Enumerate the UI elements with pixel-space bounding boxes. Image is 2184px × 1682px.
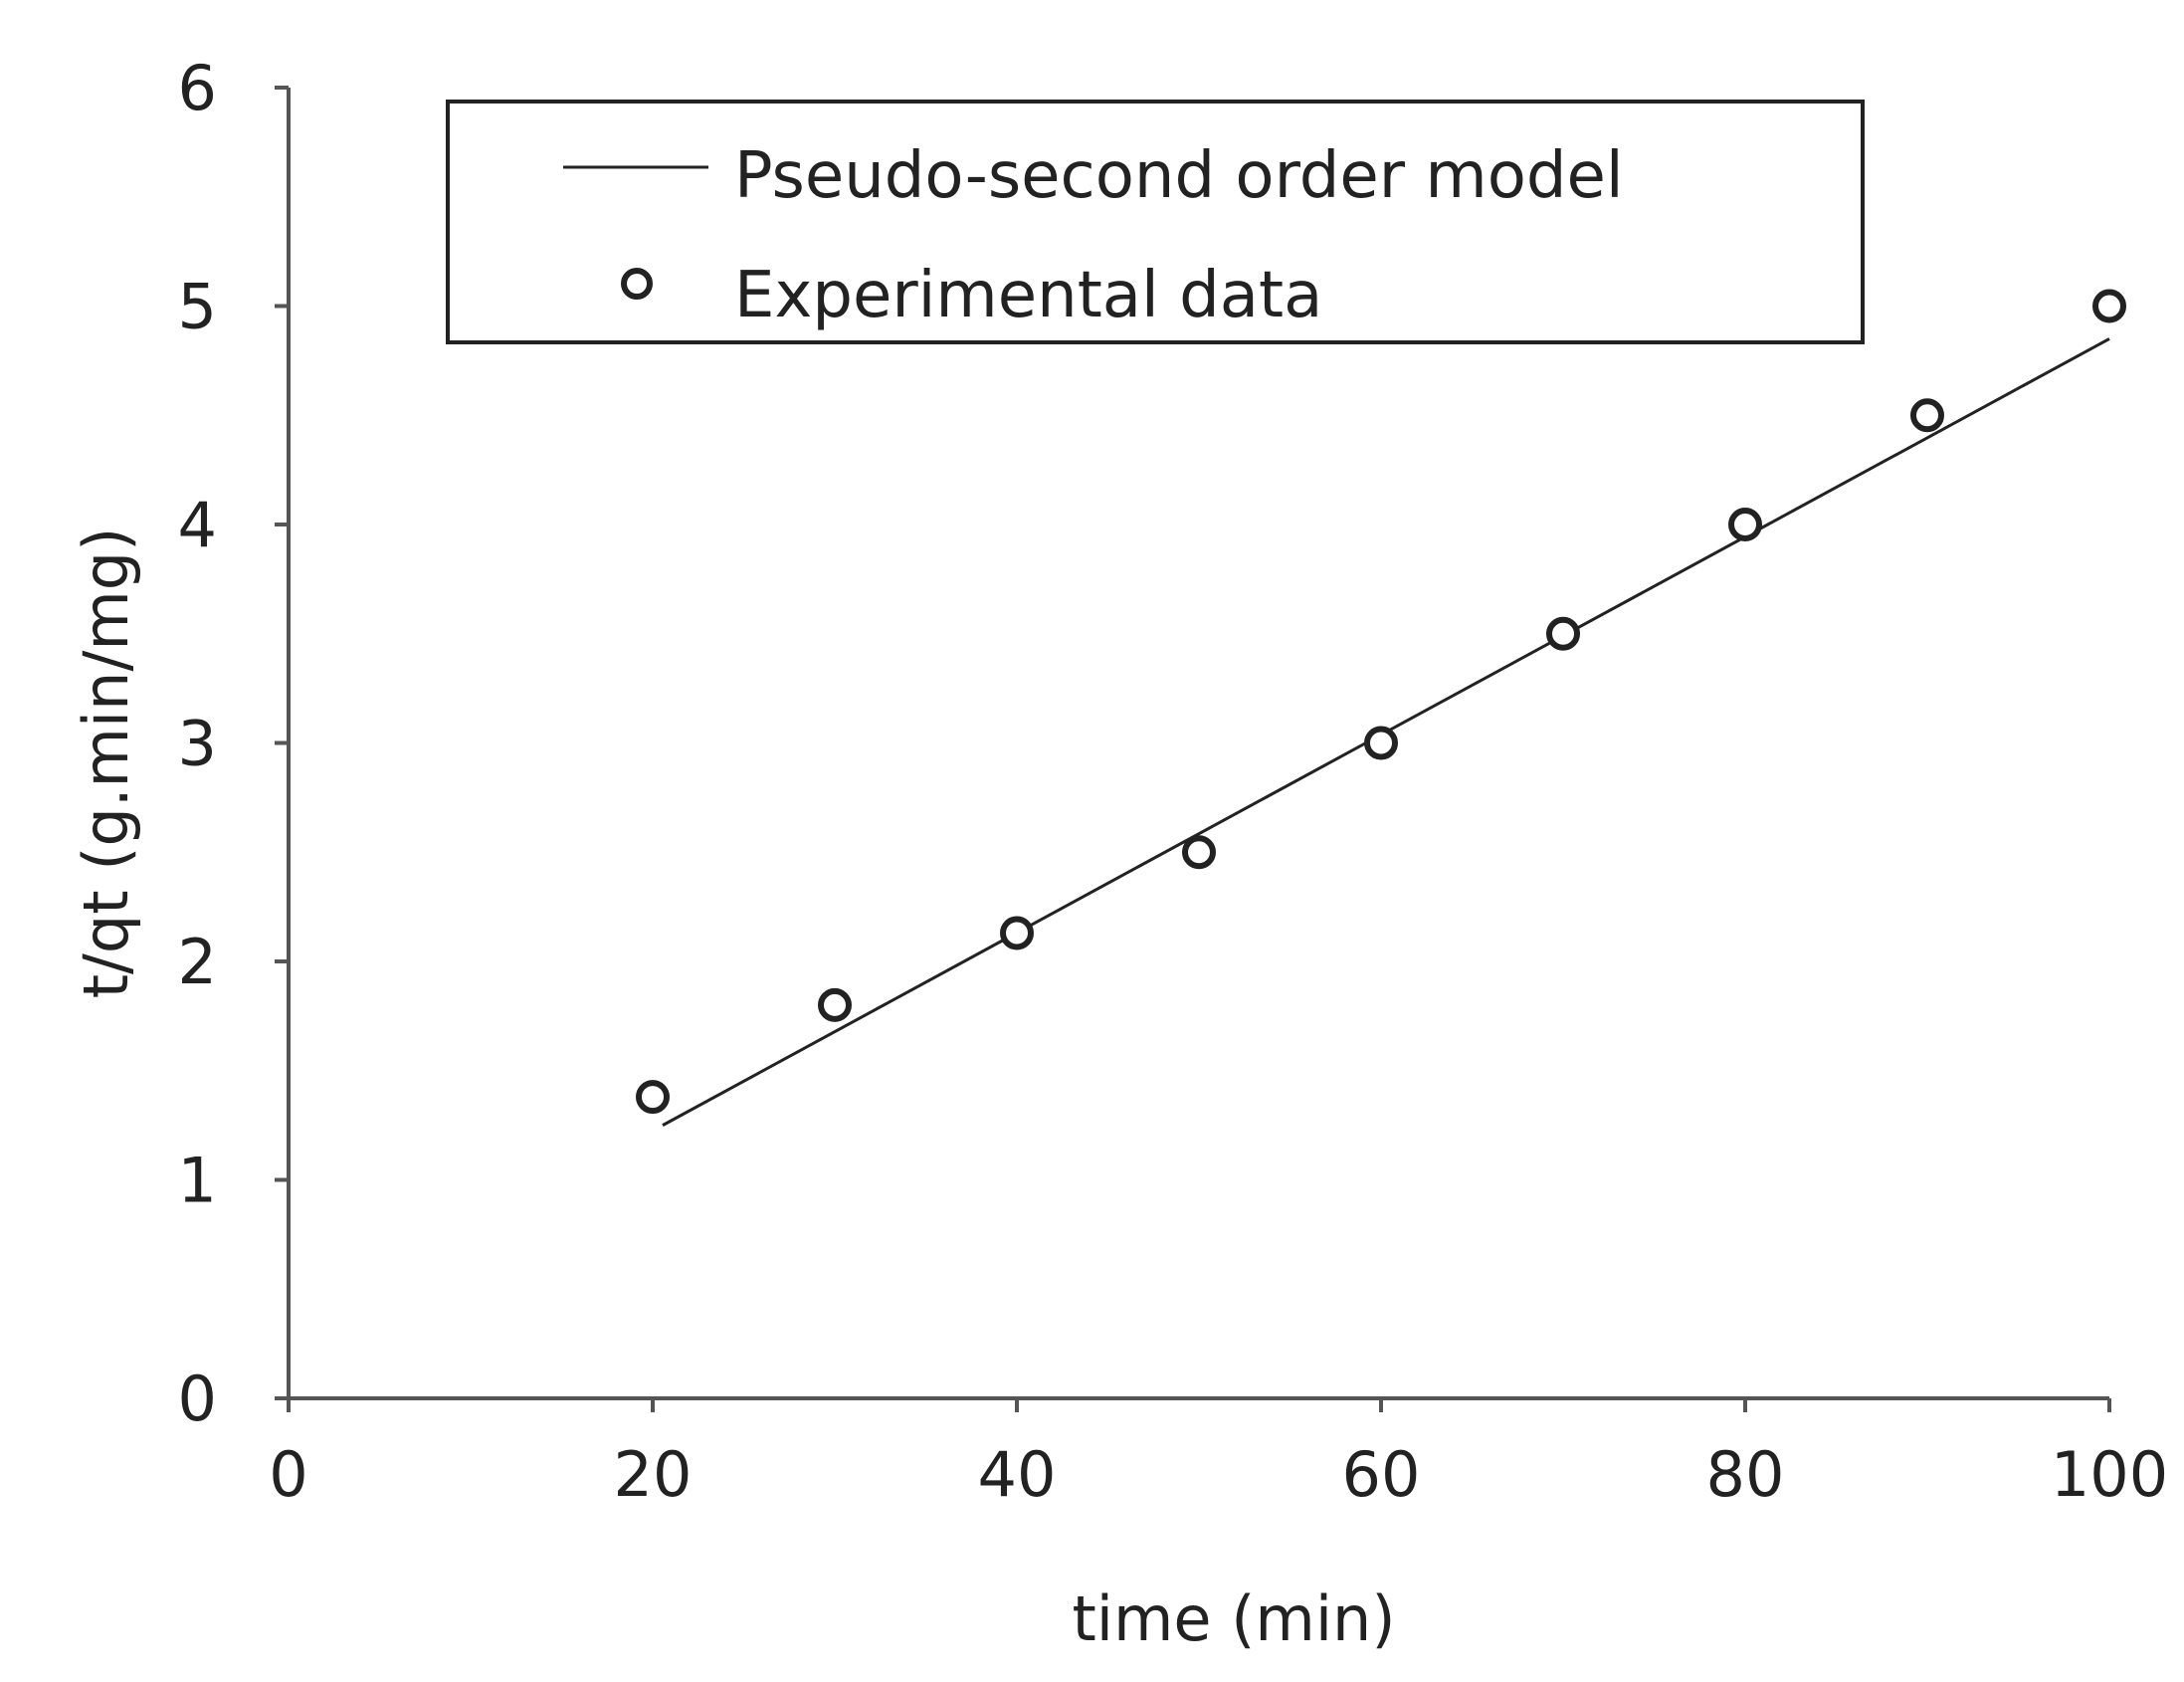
experimental-data-point: [1364, 726, 1398, 760]
x-tick-label: 20: [614, 1438, 693, 1511]
axes: 0 20 40 60 80 100 0 1 2 3 4 5 6: [178, 52, 2169, 1511]
experimental-data-point: [1728, 508, 1762, 541]
x-tick-label: 60: [1342, 1438, 1421, 1511]
x-tick-label: 100: [2051, 1438, 2168, 1511]
x-tick-label: 80: [1706, 1438, 1785, 1511]
x-ticks: 0 20 40 60 80 100: [269, 1398, 2168, 1511]
y-tick-label: 1: [178, 1145, 217, 1217]
y-tick-label: 3: [178, 708, 217, 780]
experimental-data-point: [636, 1080, 670, 1115]
experimental-data-point: [1546, 616, 1580, 651]
experimental-data-point: [818, 987, 852, 1022]
y-tick-label: 5: [178, 271, 217, 343]
legend-label-experimental: Experimental data: [734, 259, 1322, 332]
x-tick-label: 0: [269, 1438, 307, 1511]
experimental-data-points: [636, 289, 2126, 1115]
experimental-data-point: [1000, 916, 1034, 950]
y-tick-label: 0: [178, 1363, 217, 1435]
experimental-data-point: [2092, 289, 2126, 323]
x-tick-label: 40: [978, 1438, 1057, 1511]
legend-circle-swatch: [621, 268, 653, 300]
experimental-data-point: [1182, 835, 1216, 870]
legend-label-model: Pseudo-second order model: [734, 139, 1624, 213]
legend-box: [446, 100, 1865, 344]
y-tick-label: 2: [178, 926, 217, 998]
experimental-data-point: [1910, 398, 1944, 433]
y-tick-label: 6: [178, 52, 217, 124]
legend: Pseudo-second order model Experimental d…: [446, 100, 1865, 344]
y-axis-title: t/qt (g.min/mg): [70, 527, 142, 999]
x-axis-title: time (min): [1072, 1582, 1395, 1655]
y-ticks: 0 1 2 3 4 5 6: [178, 52, 289, 1435]
y-tick-label: 4: [178, 489, 217, 561]
plot-area: [636, 289, 2126, 1127]
